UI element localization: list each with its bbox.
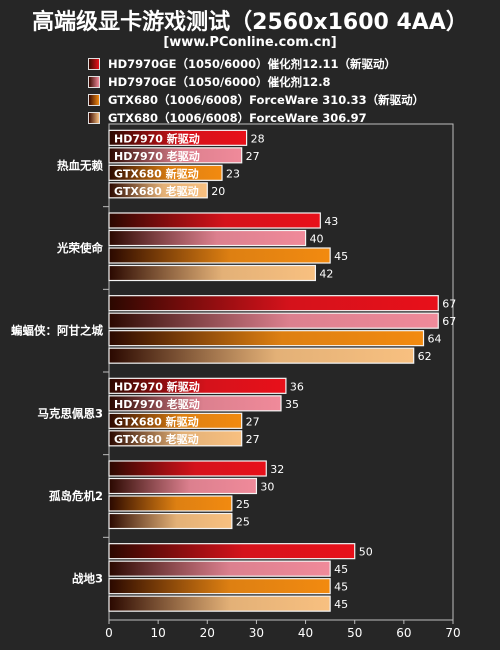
bar-series-label: GTX680 新驱动	[114, 414, 199, 428]
bar-value-label: 23	[226, 167, 240, 180]
bar-value-label: 32	[270, 463, 284, 476]
x-tick-label: 10	[151, 626, 166, 640]
bar-series-label: HD7970 新驱动	[114, 379, 200, 393]
bar	[108, 543, 356, 560]
bar	[108, 460, 267, 477]
bar	[108, 212, 321, 229]
bar-value-label: 67	[442, 315, 456, 328]
chart-title: 高端级显卡游戏测试（2560x1600 4AA）	[32, 10, 468, 35]
bar	[108, 312, 439, 329]
bar-value-label: 20	[211, 185, 225, 198]
x-tick-label: 50	[347, 626, 362, 640]
bar	[108, 229, 307, 247]
category-label: 马克思佩恩3	[37, 406, 103, 420]
x-tick-label: 40	[298, 626, 313, 640]
legend-item: GTX680（1006/6008）ForceWare 306.97	[88, 109, 424, 127]
x-tick-label: 60	[396, 626, 411, 640]
bar-series-label: GTX680 老驱动	[114, 184, 199, 198]
bar	[108, 182, 208, 199]
legend-item: HD7970GE（1050/6000）催化剂12.11（新驱动）	[88, 55, 424, 73]
bar	[108, 430, 243, 447]
legend-swatch	[88, 76, 100, 88]
bar-value-label: 30	[260, 481, 274, 494]
bar-series-label: HD7970 老驱动	[114, 149, 200, 163]
bar-value-label: 27	[246, 433, 260, 446]
legend-item: HD7970GE（1050/6000）催化剂12.8	[88, 73, 424, 91]
bar	[108, 129, 248, 146]
bar	[108, 477, 258, 495]
bar	[108, 578, 331, 595]
bar	[108, 412, 243, 429]
category-label: 热血无赖	[57, 158, 103, 172]
bar-value-label: 42	[319, 268, 333, 281]
category-label: 战地3	[72, 572, 103, 586]
legend-label: GTX680（1006/6008）ForceWare 310.33（新驱动）	[108, 93, 425, 107]
category-label: 蝙蝠侠：阿甘之城	[11, 324, 103, 338]
category-label: 孤岛危机2	[49, 489, 103, 503]
bar	[108, 347, 415, 364]
bar-series-label: HD7970 新驱动	[114, 131, 200, 145]
bar-value-label: 45	[334, 250, 348, 263]
legend-swatch	[88, 58, 100, 70]
chart-subtitle: [www.PConline.com.cn]	[163, 35, 337, 50]
bar-value-label: 45	[334, 581, 348, 594]
legend-label: GTX680（1006/6008）ForceWare 306.97	[108, 111, 367, 125]
x-tick-label: 30	[249, 626, 264, 640]
bar	[108, 495, 233, 512]
bar-value-label: 45	[334, 598, 348, 611]
bar-value-label: 27	[246, 150, 260, 163]
bar-series-label: HD7970 老驱动	[114, 397, 200, 411]
bar	[108, 295, 439, 312]
legend: HD7970GE（1050/6000）催化剂12.11（新驱动） HD7970GE…	[88, 55, 424, 127]
bar	[108, 264, 316, 282]
bar-value-label: 45	[334, 563, 348, 576]
bar-value-label: 25	[236, 498, 250, 511]
legend-item: GTX680（1006/6008）ForceWare 310.33（新驱动）	[88, 91, 424, 109]
bar-value-label: 50	[359, 546, 373, 559]
x-tick-label: 20	[200, 626, 215, 640]
bar	[108, 560, 331, 577]
bar-value-label: 64	[428, 333, 442, 346]
bar	[108, 395, 282, 412]
bar-value-label: 25	[236, 516, 250, 529]
x-tick-label: 70	[445, 626, 460, 640]
legend-swatch	[88, 112, 100, 124]
bar	[108, 247, 331, 264]
bar	[108, 595, 331, 612]
bar-value-label: 62	[418, 350, 432, 363]
bar-value-label: 40	[310, 233, 324, 246]
category-label: 光荣使命	[56, 241, 103, 255]
bar-series-label: GTX680 新驱动	[114, 166, 199, 180]
bar-value-label: 36	[290, 380, 304, 393]
legend-label: HD7970GE（1050/6000）催化剂12.8	[108, 75, 331, 89]
bar-value-label: 43	[324, 215, 338, 228]
legend-label: HD7970GE（1050/6000）催化剂12.11（新驱动）	[108, 57, 397, 71]
bar-value-label: 67	[442, 298, 456, 311]
bar	[108, 164, 223, 181]
legend-swatch	[88, 94, 100, 106]
bar	[108, 147, 243, 164]
bar	[108, 330, 425, 347]
bar-series-label: GTX680 老驱动	[114, 432, 199, 446]
x-tick-label: 0	[105, 626, 113, 640]
bar	[108, 377, 287, 394]
bar-value-label: 35	[285, 398, 299, 411]
bar	[108, 512, 233, 530]
bar-value-label: 27	[246, 415, 260, 428]
bar-value-label: 28	[251, 132, 265, 145]
